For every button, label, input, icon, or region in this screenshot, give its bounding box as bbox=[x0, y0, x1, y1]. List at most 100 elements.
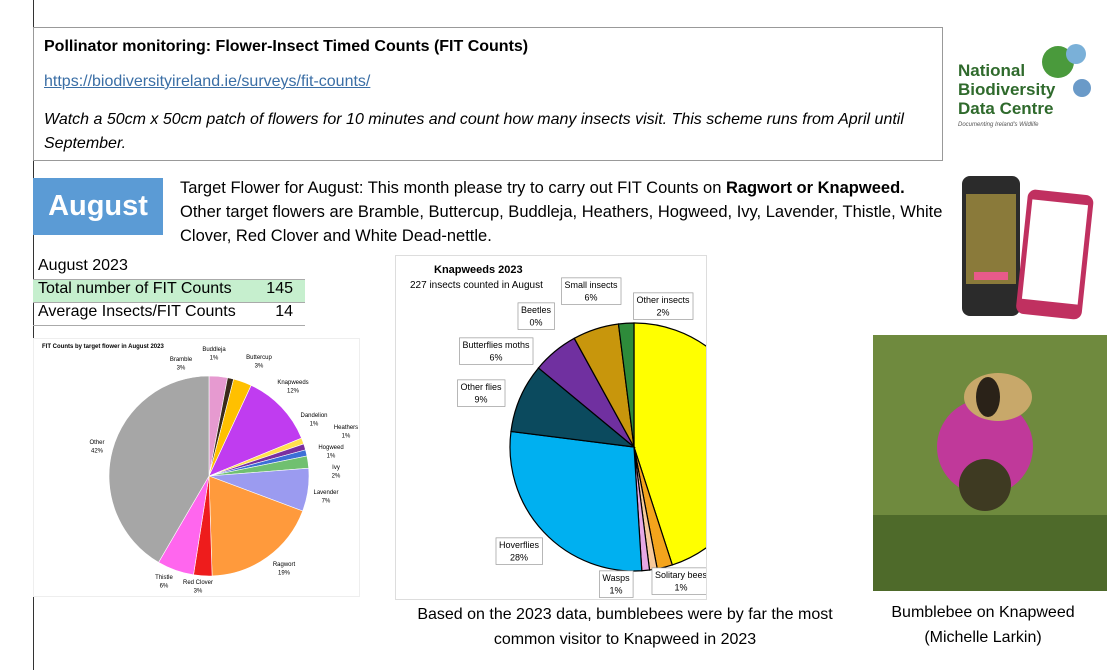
month-text: Target Flower for August: This month ple… bbox=[180, 176, 950, 248]
logo-tagline: Documenting Ireland's Wildlife bbox=[958, 122, 1039, 128]
slice-label: Ragwort bbox=[273, 562, 296, 568]
stats-title: August 2023 bbox=[33, 257, 305, 280]
pie-chart: FIT Counts by target flower in August 20… bbox=[33, 338, 360, 597]
slice-value-label: 6% bbox=[160, 583, 169, 589]
bee-band bbox=[976, 377, 1000, 417]
photo-ground bbox=[873, 515, 1107, 591]
slice-value-label: 42% bbox=[91, 448, 104, 454]
logo-ring bbox=[1073, 79, 1091, 97]
label-box bbox=[457, 379, 506, 407]
slice-value-label: 1% bbox=[210, 355, 219, 361]
app-screenshot bbox=[962, 176, 1094, 320]
slice-label: Hoverflies bbox=[499, 540, 540, 550]
slice-label: Other flies bbox=[460, 382, 502, 392]
slice-label: Small insects bbox=[564, 280, 618, 290]
slice-value-label: 12% bbox=[287, 388, 300, 394]
slice-label: Buttercup bbox=[246, 355, 272, 361]
slice-value-label: 1% bbox=[609, 585, 622, 595]
text: Target Flower for August: This month ple… bbox=[180, 179, 726, 197]
label-box bbox=[633, 292, 694, 320]
slice-label: Buddleja bbox=[202, 347, 226, 353]
slice-value-label: 1% bbox=[310, 421, 319, 427]
photo bbox=[873, 335, 1107, 591]
slice-label: Other insects bbox=[636, 295, 690, 305]
logo: National Biodiversity Data Centre Docume… bbox=[958, 44, 1091, 128]
slice-label: Wasps bbox=[602, 573, 630, 583]
slice-label: Heathers bbox=[334, 425, 358, 431]
slice-value-label: 1% bbox=[674, 582, 687, 592]
header-box: Pollinator monitoring: Flower-Insect Tim… bbox=[33, 27, 943, 161]
pie-slice bbox=[509, 430, 643, 572]
phone-button bbox=[974, 272, 1008, 280]
label-box bbox=[517, 302, 555, 330]
chart-title: FIT Counts by target flower in August 20… bbox=[42, 344, 164, 350]
text-bold: Ragwort or Knapweed. bbox=[725, 179, 905, 197]
slice-value-label: 9% bbox=[474, 394, 487, 404]
photo-caption: Bumblebee on Knapweed (Michelle Larkin) bbox=[873, 600, 1093, 650]
pie-slice bbox=[208, 384, 302, 477]
slice-value-label: 28% bbox=[510, 552, 528, 562]
slice-label: Knapweeds bbox=[277, 380, 308, 386]
slice-label: Other bbox=[89, 440, 104, 446]
slice-value-label: 2% bbox=[656, 307, 669, 317]
slice-value-label: 2% bbox=[332, 473, 341, 479]
caption-line: Bumblebee on Knapweed bbox=[891, 604, 1075, 621]
slice-label: Beetles bbox=[521, 305, 552, 315]
cell: 14 bbox=[275, 303, 293, 320]
slice-label: Butterflies moths bbox=[462, 340, 530, 350]
cell: Average Insects/FIT Counts bbox=[38, 303, 236, 320]
month-badge: August bbox=[33, 178, 163, 235]
slice-label: Hogweed bbox=[318, 445, 343, 451]
chart-title: Knapweeds 2023 bbox=[434, 264, 523, 276]
cell: Total number of FIT Counts bbox=[38, 280, 232, 297]
header-title: Pollinator monitoring: Flower-Insect Tim… bbox=[44, 38, 529, 55]
slice-value-label: 3% bbox=[177, 365, 186, 371]
slice-label: Ivy bbox=[332, 465, 340, 471]
slice-label: Thistle bbox=[155, 575, 173, 581]
logo-name: Data Centre bbox=[958, 99, 1053, 118]
slice-label: Bramble bbox=[170, 357, 193, 363]
slice-value-label: 19% bbox=[278, 570, 291, 576]
slice-value-label: 3% bbox=[194, 588, 203, 594]
chart-caption: Based on the 2023 data, bumblebees were … bbox=[417, 606, 833, 648]
pie-chart: Knapweeds 2023 227 insects counted in Au… bbox=[395, 255, 707, 600]
pie-slice bbox=[633, 322, 706, 566]
label-box bbox=[651, 567, 706, 595]
header-description: Watch a 50cm x 50cm patch of flowers for… bbox=[44, 111, 904, 152]
slice-value-label: 3% bbox=[255, 363, 264, 369]
header-link[interactable]: https://biodiversityireland.ie/surveys/f… bbox=[44, 73, 371, 90]
label-box bbox=[561, 277, 622, 305]
logo-bird bbox=[1066, 44, 1086, 64]
slice-value-label: 1% bbox=[327, 453, 336, 459]
phone-screen bbox=[1021, 199, 1089, 305]
margin-line bbox=[33, 0, 34, 670]
chart-subtitle: 227 insects counted in August bbox=[410, 280, 543, 291]
slice-label: Solitary bees bbox=[655, 570, 707, 580]
pie-slice bbox=[617, 322, 635, 448]
slice-label: Lavender bbox=[313, 490, 338, 496]
label-box bbox=[495, 537, 543, 565]
slice-value-label: 7% bbox=[322, 498, 331, 504]
pie-slice bbox=[208, 475, 304, 577]
label-box bbox=[599, 570, 634, 598]
slice-value-label: 1% bbox=[342, 433, 351, 439]
logo-name: National bbox=[958, 61, 1025, 80]
flower-base bbox=[959, 459, 1011, 511]
slice-value-label: 6% bbox=[584, 292, 597, 302]
text: Other target flowers are Bramble, Butter… bbox=[180, 203, 943, 245]
stats-row: Average Insects/FIT Counts 14 bbox=[33, 303, 305, 326]
slice-value-label: 0% bbox=[529, 317, 542, 327]
slice-value-label: 6% bbox=[489, 352, 502, 362]
phone-screen bbox=[966, 194, 1016, 284]
flower bbox=[937, 399, 1033, 495]
stats-row: Total number of FIT Counts 145 bbox=[33, 280, 305, 303]
label-box bbox=[459, 337, 534, 365]
cell: 145 bbox=[266, 280, 293, 297]
slice-label: Red Clover bbox=[183, 580, 213, 586]
pie-slice bbox=[108, 375, 210, 563]
logo-name: Biodiversity bbox=[958, 80, 1056, 99]
stats-table: August 2023 Total number of FIT Counts 14… bbox=[33, 257, 305, 326]
caption-line: (Michelle Larkin) bbox=[924, 629, 1042, 646]
slice-label: Dandelion bbox=[300, 413, 327, 419]
